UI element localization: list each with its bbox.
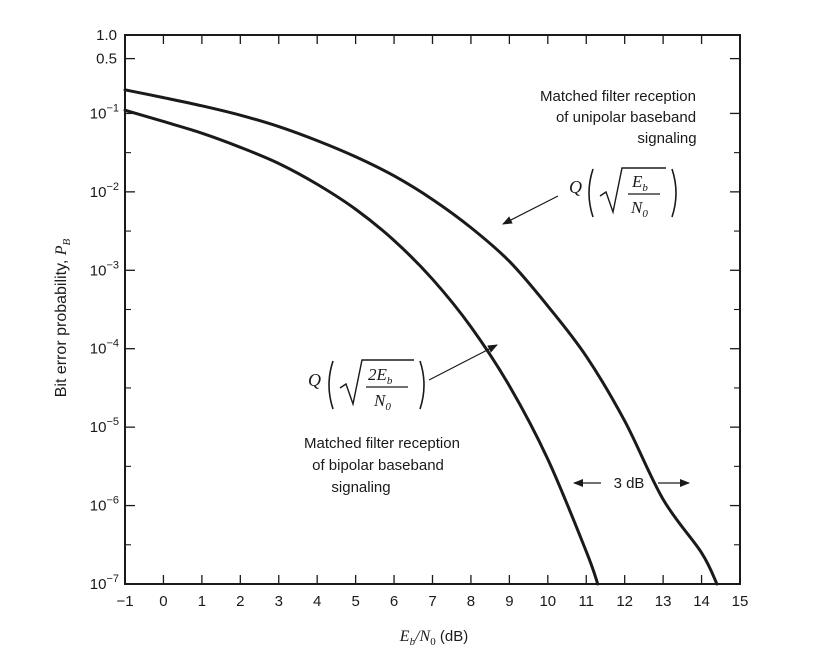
series-line-bipolar bbox=[123, 108, 600, 586]
y-axis-label: Bit error probability, PB bbox=[53, 238, 73, 397]
x-tick-label: 0 bbox=[159, 593, 167, 610]
x-tick-label: 10 bbox=[539, 593, 556, 610]
annotation-line: Matched filter reception bbox=[304, 435, 460, 452]
svg-text:Q: Q bbox=[308, 370, 321, 390]
x-tick-label: 2 bbox=[236, 593, 244, 610]
unipolar-formula: Q Eb N0 bbox=[569, 167, 677, 220]
y-tick-label: 10−6 bbox=[90, 495, 119, 515]
y-tick-label: 10−2 bbox=[90, 181, 119, 201]
svg-text:2Eb: 2Eb bbox=[368, 365, 393, 387]
annotation-line: of unipolar baseband bbox=[556, 109, 696, 126]
x-tick-label: 8 bbox=[467, 593, 475, 610]
svg-text:N0: N0 bbox=[373, 391, 391, 413]
annotation-line: Matched filter reception bbox=[540, 88, 696, 105]
bipolar-pointer-arrow bbox=[428, 344, 498, 381]
curves bbox=[123, 88, 719, 586]
y-tick-label: 10−4 bbox=[90, 338, 119, 358]
gap-label: 3 dB bbox=[614, 475, 645, 492]
y-axis: 1.0 0.5 10−1 10−2 10−3 10−4 10−5 10−6 10−7 bbox=[90, 27, 740, 593]
x-tick-label: −1 bbox=[116, 593, 133, 610]
x-tick-label: 11 bbox=[578, 593, 594, 610]
y-tick-label: 10−3 bbox=[90, 259, 119, 279]
y-tick-label: 0.5 bbox=[96, 51, 117, 68]
y-tick-label: 10−7 bbox=[90, 573, 119, 593]
x-tick-label: 13 bbox=[655, 593, 672, 610]
x-tick-label: 5 bbox=[351, 593, 359, 610]
x-tick-label: 7 bbox=[428, 593, 436, 610]
svg-text:Eb: Eb bbox=[631, 172, 648, 194]
bipolar-annotation: Matched filter reception of bipolar base… bbox=[304, 435, 460, 496]
x-tick-label: 6 bbox=[390, 593, 398, 610]
x-tick-label: 1 bbox=[198, 593, 206, 610]
annotation-line: signaling bbox=[331, 479, 390, 496]
y-tick-label: 10−5 bbox=[90, 416, 119, 436]
annotation-line: of bipolar baseband bbox=[312, 457, 444, 474]
x-tick-label: 14 bbox=[693, 593, 710, 610]
y-tick-label: 1.0 bbox=[96, 27, 117, 44]
unipolar-annotation: Matched filter reception of unipolar bas… bbox=[540, 88, 697, 147]
x-tick-label: 15 bbox=[732, 593, 749, 610]
x-tick-label: 9 bbox=[505, 593, 513, 610]
x-tick-label: 3 bbox=[275, 593, 283, 610]
unipolar-pointer-arrow bbox=[502, 195, 559, 225]
bipolar-formula: Q 2Eb N0 bbox=[308, 359, 425, 413]
series-line-unipolar bbox=[123, 88, 719, 586]
x-axis: −1 0 1 2 3 4 5 6 7 8 9 10 11 12 13 14 15 bbox=[116, 35, 748, 610]
annotation-line: signaling bbox=[637, 130, 696, 147]
y-tick-label: 10−1 bbox=[90, 102, 119, 122]
x-tick-label: 4 bbox=[313, 593, 321, 610]
x-tick-label: 12 bbox=[616, 593, 633, 610]
x-axis-label: Eb/N0 (dB) bbox=[399, 628, 468, 648]
svg-text:N0: N0 bbox=[630, 198, 648, 220]
svg-text:Q: Q bbox=[569, 177, 582, 197]
